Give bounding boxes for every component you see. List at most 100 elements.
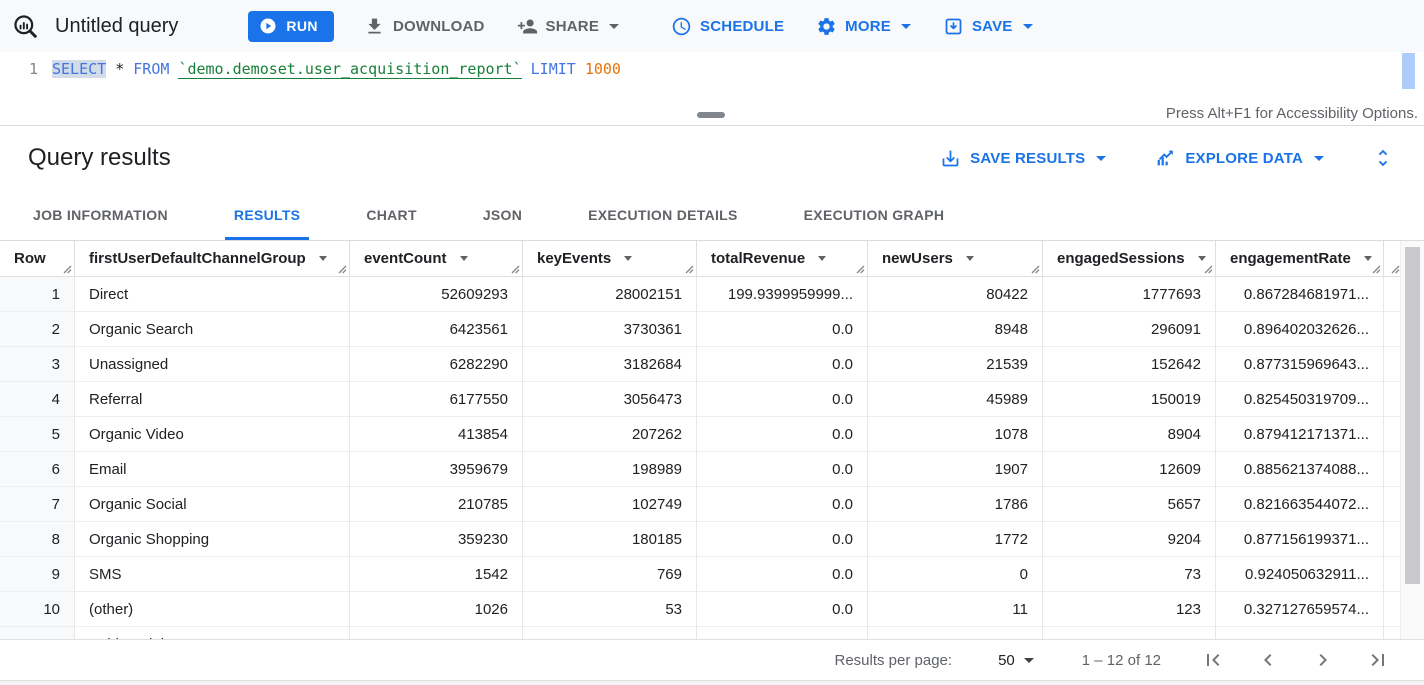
keyword-from: FROM (133, 60, 169, 78)
column-header-newUsers[interactable]: newUsers (868, 241, 1043, 277)
tab-json[interactable]: JSON (450, 190, 555, 240)
table-cell: Referral (75, 382, 350, 417)
row-number-cell: 2 (0, 312, 75, 347)
sql-editor[interactable]: 1 SELECT * FROM `demo.demoset.user_acqui… (0, 52, 1424, 104)
resize-grip-icon[interactable] (1391, 265, 1400, 274)
tab-results[interactable]: RESULTS (201, 190, 333, 240)
next-page-button[interactable] (1311, 648, 1335, 672)
editor-scrollbar-thumb[interactable] (1402, 53, 1415, 89)
more-button[interactable]: MORE (816, 16, 911, 37)
table-cell: 12609 (1043, 452, 1216, 487)
column-header-row[interactable]: Row (0, 241, 75, 277)
explore-data-button[interactable]: EXPLORE DATA (1154, 147, 1324, 169)
table-cell: 0.825450319709... (1216, 382, 1384, 417)
resize-grip-icon[interactable] (1204, 265, 1213, 274)
first-page-button[interactable] (1201, 648, 1225, 672)
table-header-row: RowfirstUserDefaultChannelGroupeventCoun… (0, 241, 1400, 277)
sort-caret-icon[interactable] (1364, 256, 1372, 261)
schedule-button[interactable]: SCHEDULE (671, 16, 784, 37)
app-root: Untitled query RUN DOWNLOAD (0, 0, 1424, 685)
table-cell: 11 (868, 592, 1043, 627)
row-number-cell: 6 (0, 452, 75, 487)
download-button[interactable]: DOWNLOAD (364, 16, 485, 37)
table-scrollbar[interactable] (1400, 241, 1424, 639)
tab-chart[interactable]: CHART (333, 190, 450, 240)
resize-grip-icon[interactable] (338, 265, 347, 274)
column-header-eventCount[interactable]: eventCount (350, 241, 523, 277)
table-cell: 413854 (350, 417, 523, 452)
table-cell: 0.327127659574... (1216, 592, 1384, 627)
run-button[interactable]: RUN (248, 11, 334, 42)
share-button[interactable]: SHARE (517, 16, 620, 37)
results-table: RowfirstUserDefaultChannelGroupeventCoun… (0, 241, 1424, 639)
line-number: 1 (0, 52, 52, 104)
download-icon (364, 16, 385, 37)
table-cell: 0.0 (697, 627, 868, 639)
table-cell: 3056473 (523, 382, 697, 417)
table-cell: 102749 (523, 487, 697, 522)
sort-caret-icon[interactable] (966, 256, 974, 261)
table-cell: Direct (75, 277, 350, 312)
table-cell: 104 (523, 627, 697, 639)
table-body: 1Direct5260929328002151199.9399959999...… (0, 277, 1424, 639)
table-cell: 0.877315969643... (1216, 347, 1384, 382)
last-page-button[interactable] (1366, 648, 1390, 672)
table-reference: `demo.demoset.user_acquisition_report` (178, 60, 521, 79)
tab-job-information[interactable]: JOB INFORMATION (0, 190, 201, 240)
results-footer: Results per page: 50 1 – 12 of 12 (0, 639, 1424, 680)
first-page-icon (1201, 648, 1225, 672)
collapse-results-button[interactable] (1372, 147, 1394, 169)
bottom-strip (0, 680, 1424, 685)
table-row: 9SMS15427690.00730.924050632911... (0, 557, 1400, 592)
table-row: 10(other)1026530.0111230.327127659574... (0, 592, 1400, 627)
column-header-engagedSessions[interactable]: engagedSessions (1043, 241, 1216, 277)
column-header-keyEvents[interactable]: keyEvents (523, 241, 697, 277)
sort-caret-icon[interactable] (319, 256, 327, 261)
table-cell: 0.877156199371... (1216, 522, 1384, 557)
table-cell: 8948 (868, 312, 1043, 347)
drag-handle[interactable] (697, 112, 725, 118)
keyword-limit: LIMIT (531, 60, 576, 78)
table-cell: 0.0 (697, 382, 868, 417)
resize-grip-icon[interactable] (685, 265, 694, 274)
resize-grip-icon[interactable] (511, 265, 520, 274)
table-cell: 180185 (523, 522, 697, 557)
resize-grip-icon[interactable] (1372, 265, 1381, 274)
table-cell: 6282290 (350, 347, 523, 382)
tab-execution-details[interactable]: EXECUTION DETAILS (555, 190, 771, 240)
resize-grip-icon[interactable] (1031, 265, 1040, 274)
table-cell: 1026 (350, 592, 523, 627)
sort-caret-icon[interactable] (818, 256, 826, 261)
sql-code[interactable]: SELECT * FROM `demo.demoset.user_acquisi… (52, 52, 621, 104)
bigquery-query-icon (12, 13, 39, 40)
query-title[interactable]: Untitled query (55, 15, 178, 38)
table-row: 7Organic Social2107851027490.0178656570.… (0, 487, 1400, 522)
previous-page-button[interactable] (1256, 648, 1280, 672)
resize-grip-icon[interactable] (856, 265, 865, 274)
sort-caret-icon[interactable] (1198, 256, 1206, 261)
tab-execution-graph[interactable]: EXECUTION GRAPH (771, 190, 978, 240)
column-header-engagementRate[interactable]: engagementRate (1216, 241, 1384, 277)
table-cell: 199.9399959999... (697, 277, 868, 312)
column-header-totalRevenue[interactable]: totalRevenue (697, 241, 868, 277)
row-number-cell: 8 (0, 522, 75, 557)
row-number-cell: 4 (0, 382, 75, 417)
table-cell: 6177550 (350, 382, 523, 417)
save-button[interactable]: SAVE (943, 16, 1033, 37)
table-cell: 207262 (523, 417, 697, 452)
sort-caret-icon[interactable] (460, 256, 468, 261)
save-results-button[interactable]: SAVE RESULTS (940, 148, 1106, 169)
table-cell: 296091 (1043, 312, 1216, 347)
table-row: 5Organic Video4138542072620.0107889040.8… (0, 417, 1400, 452)
table-row: 6Email39596791989890.01907126090.8856213… (0, 452, 1400, 487)
table-cell: 3959679 (350, 452, 523, 487)
page-size-select[interactable]: 50 (998, 652, 1034, 669)
sort-caret-icon[interactable] (624, 256, 632, 261)
table-cell: 80422 (868, 277, 1043, 312)
table-cell: 1777693 (1043, 277, 1216, 312)
scrollbar-thumb[interactable] (1405, 247, 1420, 584)
resize-grip-icon[interactable] (63, 265, 72, 274)
row-number-cell: 10 (0, 592, 75, 627)
column-header-firstUserDefaultChannelGroup[interactable]: firstUserDefaultChannelGroup (75, 241, 350, 277)
table-cell: 73 (1043, 557, 1216, 592)
